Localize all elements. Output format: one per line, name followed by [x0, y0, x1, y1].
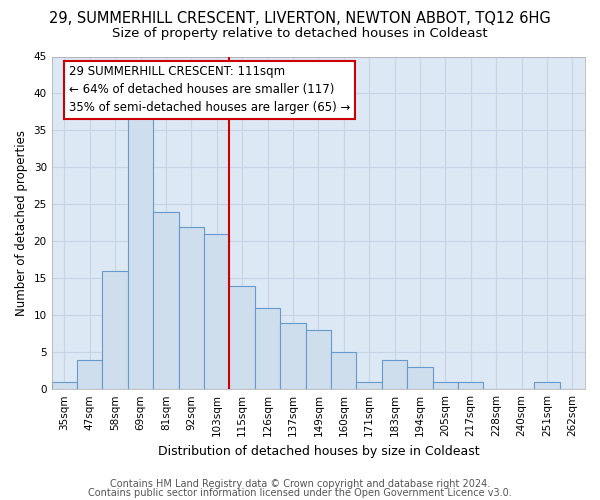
Bar	[52, 382, 77, 389]
Bar	[534, 382, 560, 389]
Bar	[255, 308, 280, 389]
Text: Contains public sector information licensed under the Open Government Licence v3: Contains public sector information licen…	[88, 488, 512, 498]
Bar	[280, 322, 305, 389]
Text: Size of property relative to detached houses in Coldeast: Size of property relative to detached ho…	[112, 28, 488, 40]
Bar	[382, 360, 407, 389]
Bar	[128, 116, 153, 389]
Bar	[407, 367, 433, 389]
Text: 29, SUMMERHILL CRESCENT, LIVERTON, NEWTON ABBOT, TQ12 6HG: 29, SUMMERHILL CRESCENT, LIVERTON, NEWTO…	[49, 11, 551, 26]
Bar	[204, 234, 229, 389]
Text: 29 SUMMERHILL CRESCENT: 111sqm
← 64% of detached houses are smaller (117)
35% of: 29 SUMMERHILL CRESCENT: 111sqm ← 64% of …	[69, 66, 350, 114]
Bar	[433, 382, 458, 389]
Y-axis label: Number of detached properties: Number of detached properties	[15, 130, 28, 316]
Bar	[458, 382, 484, 389]
Text: Contains HM Land Registry data © Crown copyright and database right 2024.: Contains HM Land Registry data © Crown c…	[110, 479, 490, 489]
Bar	[229, 286, 255, 389]
Bar	[356, 382, 382, 389]
Bar	[305, 330, 331, 389]
X-axis label: Distribution of detached houses by size in Coldeast: Distribution of detached houses by size …	[158, 444, 479, 458]
Bar	[331, 352, 356, 389]
Bar	[153, 212, 179, 389]
Bar	[77, 360, 103, 389]
Bar	[103, 271, 128, 389]
Bar	[179, 226, 204, 389]
